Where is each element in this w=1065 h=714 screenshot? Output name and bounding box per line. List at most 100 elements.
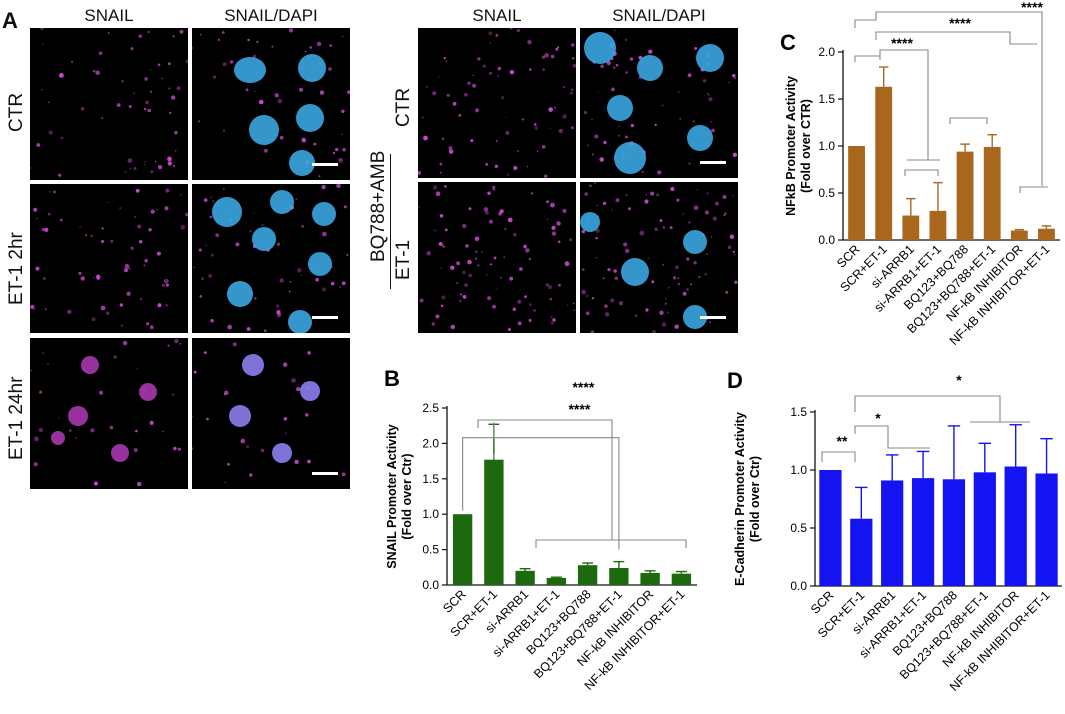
- snail-signal: [442, 245, 446, 249]
- snail-signal: [513, 165, 518, 171]
- snail-signal: [533, 309, 536, 312]
- snail-signal: [33, 462, 38, 467]
- snail-signal: [341, 109, 345, 114]
- bar: [484, 459, 504, 585]
- snail-signal: [648, 49, 653, 54]
- snail-signal: [168, 62, 171, 65]
- snail-signal: [137, 224, 142, 229]
- snail-nucleus: [51, 431, 65, 445]
- snail-signal: [587, 144, 590, 147]
- y-axis-label: (Fold over Ctr): [748, 456, 762, 542]
- snail-signal: [285, 432, 287, 434]
- y-tick-label: 2.0: [818, 45, 835, 59]
- snail-signal: [562, 114, 567, 119]
- snail-signal: [185, 212, 188, 217]
- y-tick-label: 1.5: [422, 472, 439, 486]
- snail-signal: [488, 219, 493, 224]
- scale-bar: [312, 316, 338, 319]
- snail-signal: [199, 33, 202, 36]
- snail-signal: [232, 342, 237, 347]
- snail-signal: [156, 251, 161, 256]
- bar: [819, 470, 842, 586]
- snail-signal: [172, 164, 176, 168]
- snail-signal: [652, 330, 656, 333]
- dapi-nucleus: [227, 281, 253, 307]
- snail-signal: [438, 242, 443, 246]
- snail-signal: [702, 79, 707, 83]
- bar: [956, 151, 974, 240]
- snail-signal: [661, 322, 667, 327]
- snail-signal: [494, 164, 499, 168]
- significance-bracket: [904, 169, 939, 176]
- y-tick-label: 0.5: [790, 521, 807, 535]
- snail-signal: [44, 227, 49, 232]
- micrograph-et1-2hr-snail-dapi: [192, 184, 350, 333]
- snail-signal: [674, 324, 679, 329]
- snail-signal: [301, 224, 305, 228]
- dapi-nucleus: [580, 212, 600, 232]
- snail-signal: [138, 34, 143, 38]
- snail-signal: [146, 322, 150, 326]
- snail-signal: [732, 194, 734, 197]
- snail-signal: [101, 117, 103, 119]
- snail-signal: [208, 274, 212, 278]
- snail-signal: [485, 163, 489, 166]
- snail-nucleus: [68, 406, 88, 426]
- snail-signal: [525, 248, 530, 253]
- snail-signal: [130, 167, 132, 169]
- snail-signal: [80, 107, 85, 111]
- snail-signal: [258, 99, 264, 105]
- snail-signal: [198, 120, 201, 123]
- snail-signal: [294, 459, 299, 465]
- snail-signal: [341, 472, 346, 477]
- snail-signal: [734, 77, 736, 80]
- snail-signal: [101, 227, 104, 230]
- dapi-nucleus: [298, 54, 326, 82]
- dapi-nucleus: [312, 202, 336, 226]
- snail-signal: [581, 289, 586, 295]
- snail-signal: [126, 291, 131, 296]
- snail-signal: [462, 270, 466, 275]
- scale-bar: [700, 316, 726, 319]
- snail-signal: [528, 257, 531, 261]
- snail-signal: [164, 206, 169, 211]
- snail-signal: [693, 205, 699, 211]
- snail-signal: [58, 173, 62, 177]
- snail-signal: [167, 156, 172, 162]
- snail-signal: [456, 261, 460, 266]
- snail-signal: [657, 170, 662, 175]
- snail-signal: [483, 207, 489, 212]
- snail-signal: [704, 210, 710, 215]
- snail-signal: [47, 212, 51, 216]
- snail-signal: [120, 324, 124, 327]
- snail-signal: [149, 420, 154, 425]
- snail-signal: [492, 304, 496, 309]
- snail-signal: [199, 295, 203, 298]
- snail-signal: [342, 35, 344, 38]
- significance-bracket: [854, 11, 1043, 186]
- snail-signal: [670, 186, 675, 192]
- significance-label: ****: [949, 15, 971, 31]
- snail-signal: [421, 116, 424, 119]
- snail-signal: [340, 133, 343, 136]
- dapi-nucleus: [249, 115, 279, 145]
- snail-signal: [707, 93, 709, 95]
- dapi-nucleus: [621, 258, 649, 286]
- snail-signal: [634, 314, 638, 317]
- snail-signal: [439, 214, 444, 218]
- snail-signal: [69, 429, 72, 432]
- snail-signal: [521, 118, 525, 121]
- snail-signal: [80, 276, 85, 281]
- snail-signal: [711, 128, 715, 133]
- snail-signal: [176, 86, 181, 91]
- bar: [850, 518, 873, 586]
- snail-signal: [444, 228, 448, 232]
- snail-signal: [650, 191, 655, 196]
- snail-signal: [322, 231, 327, 237]
- snail-signal: [602, 277, 605, 280]
- significance-bracket: [462, 422, 620, 550]
- snail-signal: [245, 88, 249, 92]
- snail-signal: [419, 298, 424, 303]
- y-tick-label: 1.0: [818, 139, 835, 153]
- snail-signal: [336, 184, 341, 188]
